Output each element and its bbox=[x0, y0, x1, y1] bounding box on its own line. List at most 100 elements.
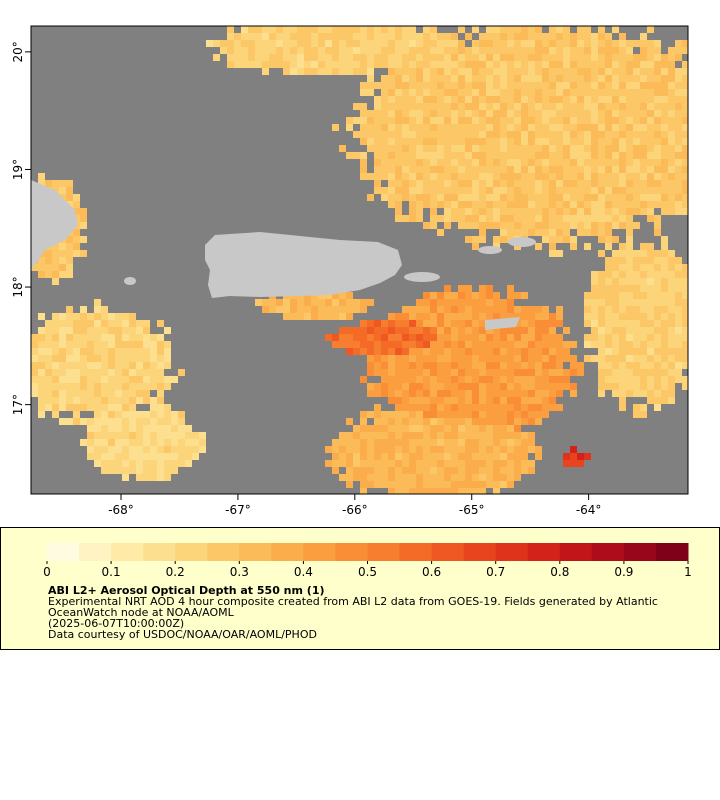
colorbar-segment bbox=[399, 543, 433, 561]
haze-cell bbox=[430, 306, 437, 313]
haze-cell bbox=[472, 383, 479, 390]
haze-cell bbox=[94, 439, 101, 446]
haze-cell bbox=[479, 131, 486, 138]
haze-cell bbox=[654, 327, 661, 334]
haze-cell bbox=[535, 166, 542, 173]
haze-cell bbox=[416, 432, 423, 439]
haze-cell bbox=[514, 47, 521, 54]
haze-cell bbox=[388, 467, 395, 474]
haze-cell bbox=[395, 474, 402, 481]
haze-cell bbox=[612, 145, 619, 152]
haze-cell bbox=[570, 166, 577, 173]
haze-cell bbox=[430, 166, 437, 173]
haze-cell bbox=[584, 341, 591, 348]
haze-cell bbox=[493, 138, 500, 145]
haze-cell bbox=[577, 460, 584, 467]
haze-cell bbox=[80, 369, 87, 376]
haze-cell bbox=[556, 187, 563, 194]
haze-cell bbox=[486, 432, 493, 439]
haze-cell bbox=[598, 54, 605, 61]
haze-cell bbox=[402, 460, 409, 467]
haze-cell bbox=[640, 166, 647, 173]
haze-cell bbox=[59, 313, 66, 320]
haze-cell bbox=[290, 54, 297, 61]
haze-cell bbox=[521, 341, 528, 348]
haze-cell bbox=[451, 383, 458, 390]
haze-cell bbox=[262, 47, 269, 54]
haze-cell bbox=[605, 271, 612, 278]
haze-cell bbox=[605, 124, 612, 131]
haze-cell bbox=[507, 474, 514, 481]
haze-cell bbox=[465, 103, 472, 110]
haze-cell bbox=[479, 383, 486, 390]
haze-cell bbox=[143, 355, 150, 362]
haze-cell bbox=[493, 369, 500, 376]
haze-cell bbox=[486, 376, 493, 383]
haze-cell bbox=[311, 313, 318, 320]
haze-cell bbox=[416, 131, 423, 138]
haze-cell bbox=[416, 54, 423, 61]
haze-cell bbox=[493, 383, 500, 390]
haze-cell bbox=[143, 453, 150, 460]
haze-cell bbox=[269, 33, 276, 40]
haze-cell bbox=[605, 327, 612, 334]
haze-cell bbox=[66, 369, 73, 376]
haze-cell bbox=[591, 33, 598, 40]
haze-cell bbox=[430, 26, 437, 33]
haze-cell bbox=[423, 47, 430, 54]
haze-cell bbox=[507, 418, 514, 425]
haze-cell bbox=[38, 369, 45, 376]
haze-cell bbox=[675, 131, 682, 138]
haze-cell bbox=[591, 215, 598, 222]
haze-cell bbox=[528, 229, 535, 236]
colorbar-segment bbox=[47, 543, 80, 561]
haze-cell bbox=[458, 47, 465, 54]
haze-cell bbox=[367, 341, 374, 348]
haze-cell bbox=[437, 68, 444, 75]
haze-cell bbox=[444, 89, 451, 96]
haze-cell bbox=[619, 299, 626, 306]
haze-cell bbox=[654, 383, 661, 390]
haze-cell bbox=[514, 222, 521, 229]
haze-cell bbox=[73, 390, 80, 397]
haze-cell bbox=[556, 159, 563, 166]
haze-cell bbox=[430, 460, 437, 467]
haze-cell bbox=[521, 96, 528, 103]
haze-cell bbox=[374, 481, 381, 488]
haze-cell bbox=[437, 467, 444, 474]
haze-cell bbox=[682, 96, 688, 103]
haze-cell bbox=[556, 383, 563, 390]
haze-cell bbox=[549, 334, 556, 341]
haze-cell bbox=[626, 299, 633, 306]
haze-cell bbox=[626, 383, 633, 390]
haze-cell bbox=[388, 117, 395, 124]
haze-cell bbox=[108, 376, 115, 383]
haze-cell bbox=[591, 159, 598, 166]
haze-cell bbox=[451, 215, 458, 222]
haze-cell bbox=[528, 467, 535, 474]
haze-cell bbox=[486, 187, 493, 194]
haze-cell bbox=[577, 453, 584, 460]
haze-cell bbox=[451, 348, 458, 355]
haze-cell bbox=[535, 145, 542, 152]
haze-cell bbox=[626, 348, 633, 355]
haze-cell bbox=[395, 131, 402, 138]
haze-cell bbox=[437, 418, 444, 425]
haze-cell bbox=[640, 250, 647, 257]
colorbar-tick-label: 0 bbox=[43, 565, 51, 579]
haze-cell bbox=[80, 397, 87, 404]
haze-cell bbox=[542, 411, 549, 418]
haze-cell bbox=[542, 124, 549, 131]
haze-cell bbox=[458, 54, 465, 61]
haze-cell bbox=[605, 33, 612, 40]
haze-cell bbox=[577, 138, 584, 145]
haze-cell bbox=[129, 425, 136, 432]
haze-cell bbox=[430, 61, 437, 68]
haze-cell bbox=[535, 404, 542, 411]
haze-cell bbox=[395, 89, 402, 96]
haze-cell bbox=[395, 313, 402, 320]
haze-cell bbox=[640, 33, 647, 40]
haze-cell bbox=[605, 278, 612, 285]
haze-cell bbox=[318, 33, 325, 40]
haze-cell bbox=[66, 257, 73, 264]
